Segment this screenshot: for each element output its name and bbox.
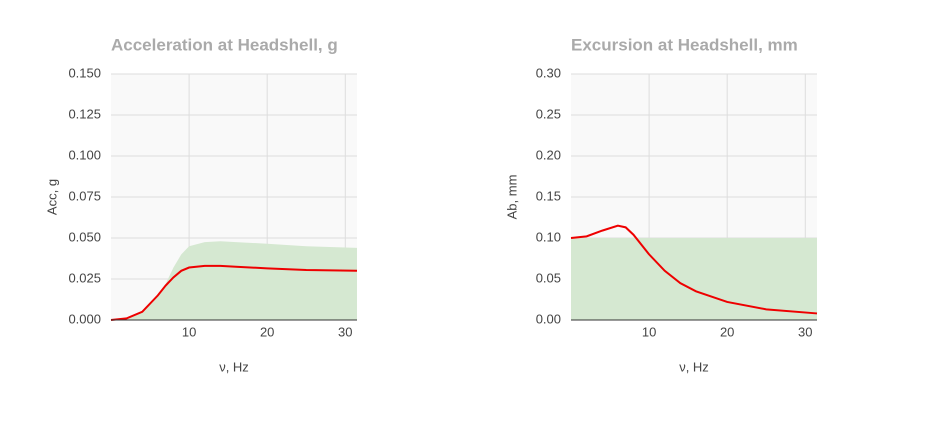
y-tick-label: 0.000 <box>68 311 101 326</box>
y-tick-label: 0.20 <box>536 147 561 162</box>
x-axis-label: ν, Hz <box>219 359 249 374</box>
x-tick-label: 20 <box>720 324 734 339</box>
y-tick-label: 0.25 <box>536 106 561 121</box>
y-tick-label: 0.075 <box>68 188 101 203</box>
y-axis-label: Acc, g <box>44 179 59 215</box>
x-tick-label: 10 <box>642 324 656 339</box>
y-tick-label: 0.00 <box>536 311 561 326</box>
y-tick-label: 0.05 <box>536 270 561 285</box>
y-tick-label: 0.100 <box>68 147 101 162</box>
y-tick-label: 0.050 <box>68 229 101 244</box>
chart-title: Acceleration at Headshell, g <box>111 35 338 54</box>
chart-title: Excursion at Headshell, mm <box>571 35 798 54</box>
line <box>570 224 818 315</box>
x-tick-label: 20 <box>260 324 274 339</box>
x-tick-label: 10 <box>182 324 196 339</box>
y-tick-label: 0.30 <box>536 65 561 80</box>
area <box>111 241 357 320</box>
area <box>571 238 817 320</box>
y-tick-label: 0.10 <box>536 229 561 244</box>
y-axis-label: Ab, mm <box>504 175 519 220</box>
y-tick-label: 0.150 <box>68 65 101 80</box>
x-tick-label: 30 <box>338 324 352 339</box>
x-axis-label: ν, Hz <box>679 359 709 374</box>
y-tick-label: 0.15 <box>536 188 561 203</box>
y-tick-label: 0.125 <box>68 106 101 121</box>
line <box>110 264 358 321</box>
y-tick-label: 0.025 <box>68 270 101 285</box>
x-tick-label: 30 <box>798 324 812 339</box>
